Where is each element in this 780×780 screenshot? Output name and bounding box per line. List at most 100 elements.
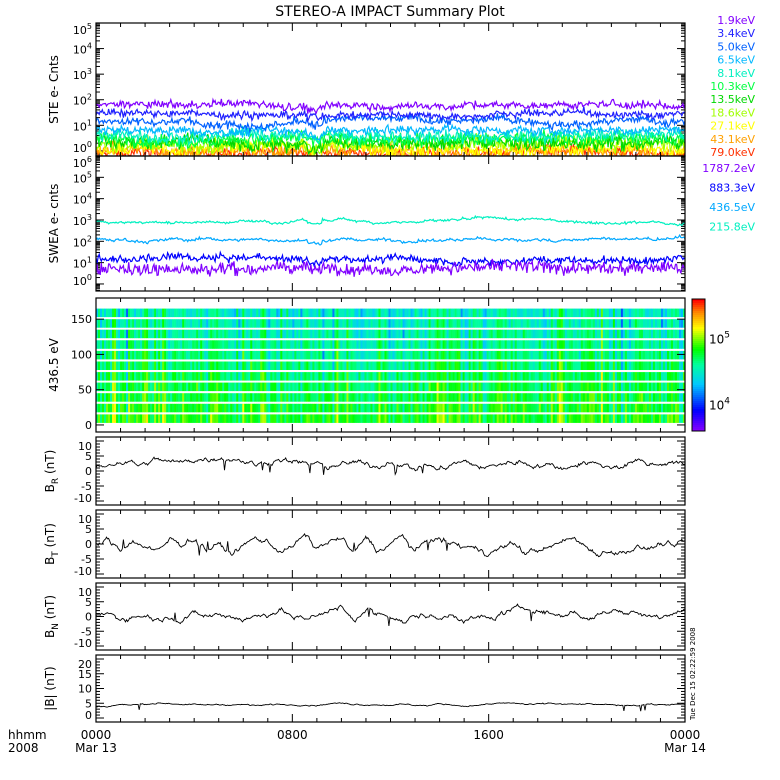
pad-heatmap-cell <box>348 414 351 423</box>
pad-heatmap-cell <box>158 308 161 318</box>
pad-heatmap-cell <box>314 393 317 402</box>
colorbar-swatch <box>692 415 705 418</box>
pad-heatmap-cell <box>162 340 165 349</box>
pad-heatmap-cell <box>262 308 265 318</box>
pad-heatmap-cell <box>382 329 385 339</box>
pad-heatmap-cell <box>116 340 119 349</box>
pad-heatmap-cell <box>332 329 335 339</box>
pad-heatmap-cell <box>604 329 608 339</box>
pad-heatmap-cell <box>188 372 191 381</box>
pad-heatmap-cell <box>108 403 111 413</box>
pad-heatmap-cell <box>222 308 225 318</box>
pad-heatmap-cell <box>294 329 297 339</box>
pad-heatmap-cell <box>358 382 361 392</box>
pad-heatmap-cell <box>230 329 233 339</box>
pad-heatmap-cell <box>406 340 409 349</box>
pad-heatmap-cell <box>160 308 163 318</box>
pad-heatmap-cell <box>344 340 347 349</box>
pad-heatmap-cell <box>428 382 431 392</box>
pad-heatmap-cell <box>314 372 317 381</box>
pad-heatmap-cell <box>580 350 584 360</box>
pad-heatmap-cell <box>674 340 678 349</box>
pad-heatmap-cell <box>408 361 411 370</box>
pad-heatmap-cell <box>576 361 580 370</box>
pad-heatmap-cell <box>524 403 528 413</box>
pad-heatmap-cell <box>178 414 181 423</box>
pad-heatmap-cell <box>384 319 387 328</box>
pad-heatmap-cell <box>442 403 445 413</box>
colorbar-swatch <box>692 315 705 318</box>
pad-heatmap-cell <box>582 350 586 360</box>
pad-heatmap-cell <box>508 382 511 392</box>
pad-heatmap-cell <box>414 340 417 349</box>
pad-heatmap-cell <box>238 403 241 413</box>
pad-heatmap-cell <box>532 361 536 370</box>
pad-heatmap-cell <box>366 350 369 360</box>
pad-heatmap-cell <box>276 414 279 423</box>
pad-heatmap-cell <box>508 308 511 318</box>
pad-heatmap-cell <box>484 382 487 392</box>
pad-heatmap-cell <box>378 403 381 413</box>
pad-heatmap-cell <box>118 329 121 339</box>
pad-heatmap-cell <box>148 329 151 339</box>
pad-heatmap-cell <box>480 350 483 360</box>
pad-heatmap-cell <box>386 319 389 328</box>
pad-heatmap-cell <box>332 350 335 360</box>
pad-heatmap-cell <box>484 340 487 349</box>
pad-heatmap-cell <box>508 329 511 339</box>
pad-heatmap-cell <box>202 403 205 413</box>
pad-heatmap-cell <box>276 340 279 349</box>
pad-heatmap-cell <box>656 350 660 360</box>
pad-heatmap-cell <box>404 350 407 360</box>
pad-heatmap-cell <box>592 361 596 370</box>
pad-heatmap-cell <box>96 393 99 402</box>
pad-heatmap-cell <box>228 372 231 381</box>
pad-heatmap-cell <box>250 414 253 423</box>
pad-heatmap-cell <box>660 403 664 413</box>
pad-heatmap-cell <box>660 308 664 318</box>
pad-heatmap-cell <box>140 414 143 423</box>
pad-heatmap-cell <box>614 329 618 339</box>
pad-heatmap-cell <box>228 350 231 360</box>
pad-heatmap-cell <box>612 361 616 370</box>
pad-heatmap-cell <box>214 361 217 370</box>
pad-heatmap-cell <box>366 308 369 318</box>
pad-heatmap-cell <box>548 393 552 402</box>
pad-heatmap-cell <box>204 319 207 328</box>
pad-heatmap-cell <box>190 382 193 392</box>
pad-heatmap-cell <box>318 403 321 413</box>
pad-heatmap-cell <box>654 382 658 392</box>
pad-heatmap-cell <box>364 350 367 360</box>
pad-heatmap-cell <box>338 319 341 328</box>
pad-heatmap-cell <box>678 382 682 392</box>
pad-heatmap-cell <box>286 403 289 413</box>
pad-heatmap-cell <box>604 350 608 360</box>
pad-heatmap-cell <box>636 308 640 318</box>
pad-heatmap-cell <box>530 414 534 423</box>
pad-heatmap-cell <box>600 308 604 318</box>
pad-heatmap-cell <box>494 308 497 318</box>
bt-y-tick-label: -5 <box>81 553 92 566</box>
pad-heatmap-cell <box>600 403 604 413</box>
pad-heatmap-cell <box>570 319 574 328</box>
pad-heatmap-cell <box>452 350 455 360</box>
pad-heatmap-cell <box>662 372 666 381</box>
pad-heatmap-cell <box>626 350 630 360</box>
pad-heatmap-cell <box>344 308 347 318</box>
pad-heatmap-cell <box>514 340 518 349</box>
pad-heatmap-cell <box>476 361 479 370</box>
pad-heatmap-cell <box>310 361 313 370</box>
pad-heatmap-cell <box>680 382 684 392</box>
pad-heatmap-cell <box>426 414 429 423</box>
pad-heatmap-cell <box>368 361 371 370</box>
pad-heatmap-cell <box>420 361 423 370</box>
pad-heatmap-cell <box>322 329 325 339</box>
pad-heatmap-cell <box>182 403 185 413</box>
pad-heatmap-cell <box>622 340 626 349</box>
pad-heatmap-cell <box>146 340 149 349</box>
pad-heatmap-cell <box>646 414 650 423</box>
pad-heatmap-cell <box>318 382 321 392</box>
pad-heatmap-cell <box>354 414 357 423</box>
pad-heatmap-cell <box>304 329 307 339</box>
pad-heatmap-cell <box>502 340 505 349</box>
